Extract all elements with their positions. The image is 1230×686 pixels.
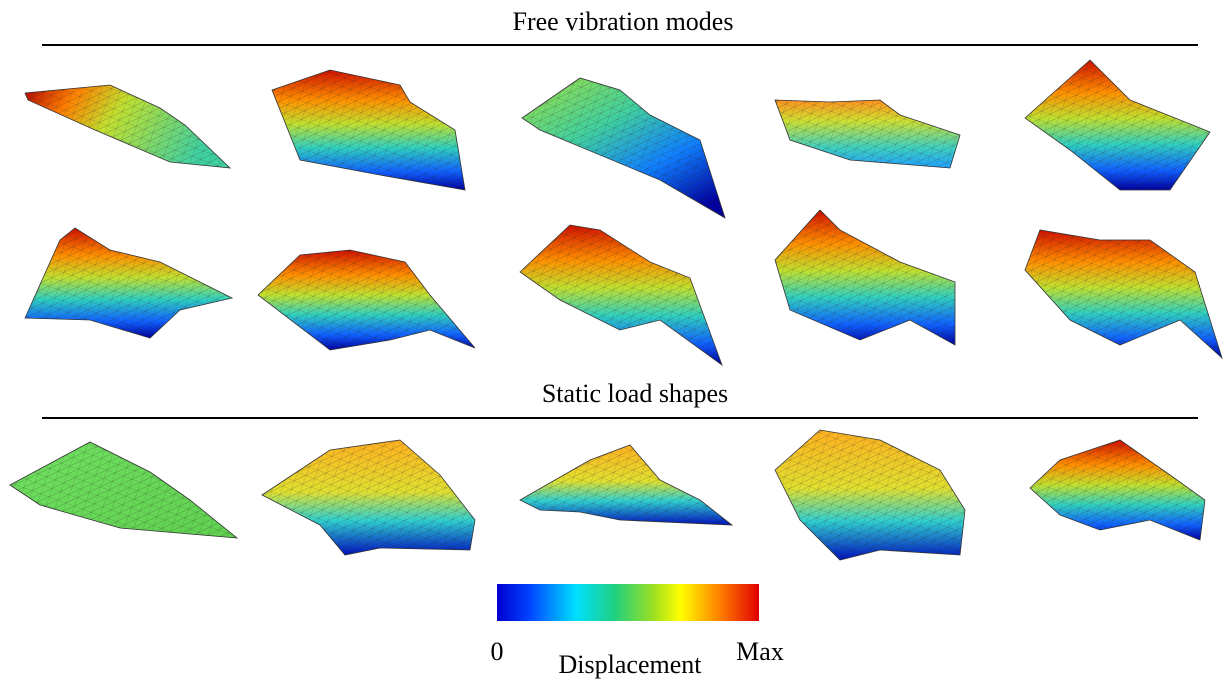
mesh-overlay (519, 224, 723, 367)
section-title: Static load shapes (542, 379, 728, 408)
mesh-overlay (24, 227, 234, 339)
mesh-overlay (774, 429, 966, 561)
mesh-overlay (521, 77, 726, 219)
mesh-overlay (1024, 229, 1223, 360)
mesh-overlay (9, 441, 239, 539)
mesh-plots (9, 59, 1223, 561)
section-title: Free vibration modes (513, 7, 734, 36)
colorbar-max: Max (736, 637, 784, 666)
mesh-overlay (271, 69, 466, 191)
mesh-overlay (774, 209, 956, 346)
colorbar (497, 584, 759, 621)
colorbar-label: Displacement (559, 650, 703, 679)
mesh-overlay (1029, 439, 1206, 541)
mesh-overlay (257, 249, 476, 351)
mesh-overlay (261, 439, 476, 556)
mesh-overlay (24, 84, 232, 169)
mesh-overlay (519, 444, 734, 526)
colorbar-min: 0 (491, 637, 504, 666)
mesh-overlay (774, 99, 961, 169)
mesh-overlay (1024, 59, 1211, 191)
